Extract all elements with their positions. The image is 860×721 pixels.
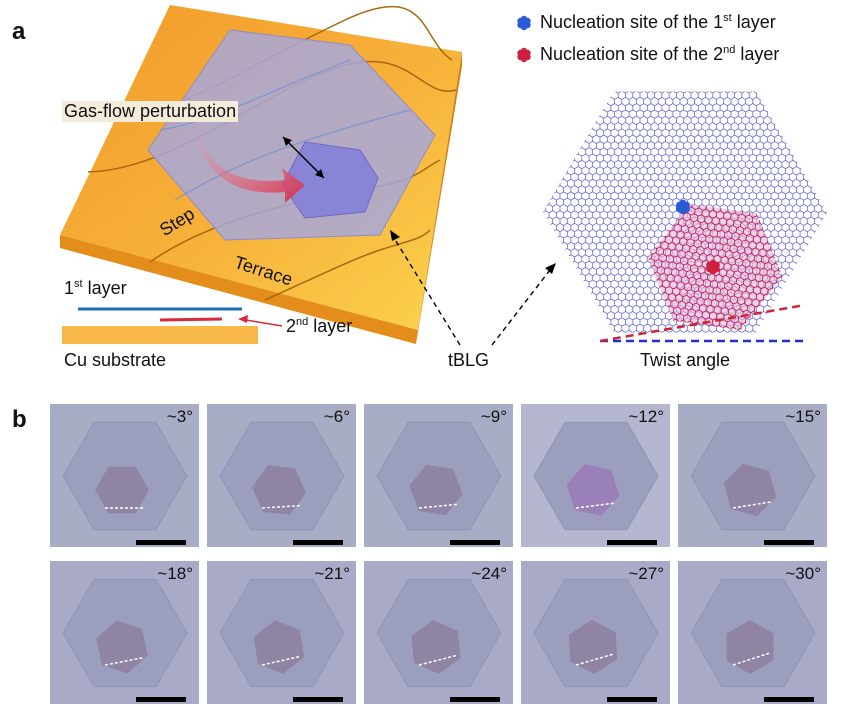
blue-dot-icon [516, 15, 532, 36]
scale-bar [764, 540, 814, 545]
optical-image-tile: ~12° [521, 404, 670, 547]
twist-angle-value: ~30° [785, 564, 821, 583]
optical-image-tile: ~30° [678, 561, 827, 704]
optical-image-tile: ~24° [364, 561, 513, 704]
tblg-dashed-arrows [390, 230, 556, 346]
optical-image-tile: ~15° [678, 404, 827, 547]
first-layer-label: 1st layer [64, 278, 127, 298]
optical-image-tile: ~6° [207, 404, 356, 547]
twist-angle-value: ~24° [471, 564, 507, 583]
twist-angle-value: ~12° [628, 407, 664, 426]
twist-angle-value: ~21° [314, 564, 350, 583]
twist-angle-value: ~3° [166, 407, 193, 426]
lattice-schematic [543, 91, 827, 343]
twist-angle-value: ~18° [157, 564, 193, 583]
legend-label-1: Nucleation site of the 1st layer [540, 12, 776, 32]
optical-image-tile: ~18° [50, 561, 199, 704]
twist-angle-value: ~15° [785, 407, 821, 426]
scale-bar [607, 697, 657, 702]
twist-angle-value: ~6° [323, 407, 350, 426]
optical-image-tile: ~9° [364, 404, 513, 547]
cu-substrate-side [60, 235, 418, 344]
second-layer-lattice [647, 204, 783, 330]
gas-flow-label: Gas-flow perturbation [62, 101, 239, 122]
panel-letter-a: a [12, 18, 26, 45]
panel-letter-b: b [12, 406, 27, 433]
legend-label-2: Nucleation site of the 2nd layer [540, 44, 780, 64]
cu-substrate-bar [62, 326, 258, 344]
second-layer-line [159, 317, 223, 322]
second-layer-label: 2nd layer [286, 316, 353, 336]
optical-image-tile: ~3° [50, 404, 199, 547]
scale-bar [607, 540, 657, 545]
scale-bar [293, 540, 343, 545]
gas-flow-arrow [195, 130, 305, 203]
panel-a: a [12, 5, 827, 370]
twist-angle-label: Twist angle [640, 350, 731, 370]
nucleation-site-1 [676, 199, 690, 215]
twist-rotated-line [599, 303, 806, 343]
optical-image-tile: ~21° [207, 561, 356, 704]
twist-angle-value: ~9° [480, 407, 507, 426]
optical-image-tile: ~27° [521, 561, 670, 704]
tblg-label: tBLG [448, 350, 490, 370]
scale-bar [136, 540, 186, 545]
nucleation-site-2 [706, 259, 720, 275]
scale-bar [450, 697, 500, 702]
scale-bar [293, 697, 343, 702]
scale-bar [764, 697, 814, 702]
twist-angle-value: ~27° [628, 564, 664, 583]
step-line [264, 229, 431, 301]
twist-double-arrow [282, 136, 325, 179]
red-dot-icon [516, 47, 532, 68]
scale-bar [450, 540, 500, 545]
cu-substrate-label: Cu substrate [64, 350, 167, 370]
substrate-schematic [60, 5, 462, 344]
scale-bar [136, 697, 186, 702]
